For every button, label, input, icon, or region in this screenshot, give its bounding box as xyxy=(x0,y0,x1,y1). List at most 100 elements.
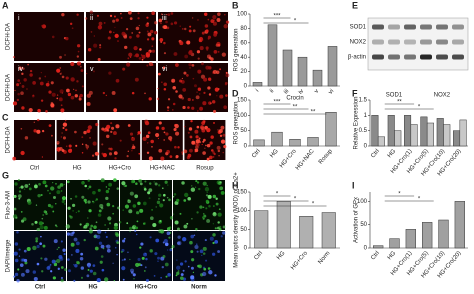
cell xyxy=(153,31,158,35)
x-tick-label: HG xyxy=(387,250,398,261)
cell xyxy=(150,139,154,144)
cell xyxy=(42,214,45,216)
cell xyxy=(12,101,18,106)
cell xyxy=(166,196,169,199)
cell xyxy=(95,198,99,201)
cell xyxy=(179,276,184,281)
cell xyxy=(71,254,73,256)
cell xyxy=(132,204,137,208)
cell xyxy=(24,184,29,188)
cell xyxy=(178,94,183,99)
image-label: vi xyxy=(162,66,168,73)
cell xyxy=(151,145,153,148)
cell xyxy=(201,254,203,257)
cell xyxy=(47,81,50,83)
x-tick-label: Norm xyxy=(317,250,331,265)
cell xyxy=(148,182,152,185)
micrograph xyxy=(14,12,84,61)
cell xyxy=(28,183,31,186)
cell xyxy=(213,33,217,37)
cell xyxy=(108,147,111,150)
cell xyxy=(131,136,133,139)
cell xyxy=(138,178,142,183)
y-tick-label: 0.5 xyxy=(359,128,368,134)
cell xyxy=(135,262,140,268)
cell xyxy=(199,205,203,209)
cell xyxy=(142,201,147,206)
cell xyxy=(209,141,213,145)
panel-letter: C xyxy=(2,112,9,122)
cell xyxy=(198,137,201,140)
cell xyxy=(27,200,32,205)
cell xyxy=(188,127,193,131)
y-tick-label: 80 xyxy=(240,26,247,32)
cell xyxy=(17,268,20,271)
cell xyxy=(126,155,129,158)
cell xyxy=(203,214,207,218)
cell xyxy=(51,259,56,264)
cell xyxy=(206,157,210,161)
cell xyxy=(202,216,204,219)
cell xyxy=(73,88,75,90)
cell xyxy=(60,72,62,74)
cell xyxy=(197,87,202,91)
cell xyxy=(200,38,204,42)
cell xyxy=(55,258,61,264)
cell xyxy=(59,256,64,261)
cell xyxy=(56,141,60,145)
band xyxy=(388,24,400,30)
cell xyxy=(181,181,185,185)
x-tick-label: Ctrl xyxy=(251,148,262,159)
y-tick-label: 50 xyxy=(240,128,247,134)
legend-entry: NOX2 xyxy=(434,93,451,99)
cell xyxy=(113,178,117,182)
cell xyxy=(35,204,38,206)
cell xyxy=(223,24,228,29)
panel-letter: B xyxy=(232,0,239,10)
cell xyxy=(212,15,217,20)
cell xyxy=(83,198,87,203)
cell xyxy=(199,46,204,51)
cell xyxy=(76,80,79,83)
cell xyxy=(163,131,166,134)
cell xyxy=(177,235,181,239)
cell xyxy=(41,156,44,158)
cell xyxy=(181,27,184,30)
cell xyxy=(170,22,174,26)
cell xyxy=(199,249,204,254)
cell xyxy=(138,31,141,34)
cell xyxy=(159,220,162,222)
cell xyxy=(126,62,131,67)
bar xyxy=(405,229,416,249)
cell xyxy=(80,266,85,270)
row-label: DCFH-DA xyxy=(6,74,12,101)
cell xyxy=(181,153,183,155)
cell xyxy=(216,95,218,97)
cell xyxy=(101,268,105,272)
cell xyxy=(75,144,78,147)
micrograph xyxy=(14,63,84,112)
cell xyxy=(95,122,99,127)
cell xyxy=(213,152,216,156)
cell xyxy=(86,147,89,150)
cell xyxy=(196,211,199,214)
cell xyxy=(175,90,178,93)
cell xyxy=(73,279,76,282)
bar xyxy=(373,245,384,249)
cell xyxy=(29,69,33,73)
cell xyxy=(88,209,92,213)
bar xyxy=(377,136,385,147)
cell xyxy=(193,84,197,88)
cell xyxy=(176,259,178,261)
cell xyxy=(106,244,111,249)
cell xyxy=(218,208,221,211)
cell xyxy=(187,265,190,268)
cell xyxy=(145,278,149,282)
cell xyxy=(123,237,126,240)
cell xyxy=(62,136,66,140)
cell xyxy=(112,212,115,215)
cell xyxy=(145,257,148,261)
cell xyxy=(205,199,209,203)
cell xyxy=(188,63,192,67)
cell xyxy=(83,238,86,242)
